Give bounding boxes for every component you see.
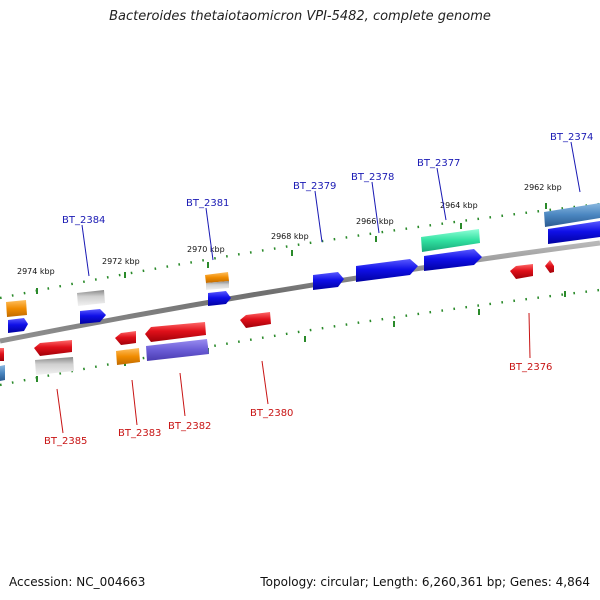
- leader-lines-red: [56, 312, 531, 434]
- gene-arrow: [548, 221, 600, 244]
- gene-label: BT_2376: [509, 362, 552, 373]
- leader-lines: [81, 141, 581, 277]
- gene-arrow: [34, 340, 72, 356]
- gene-arrow: [8, 318, 28, 333]
- inner-scale-track: [0, 288, 600, 387]
- gene-label: BT_2374: [550, 132, 593, 143]
- gene-arrow: [356, 259, 418, 282]
- gene-arrow: [80, 309, 106, 324]
- genome-backbone: [0, 240, 600, 344]
- gene-arrow: [208, 291, 231, 306]
- gene-box: [0, 365, 5, 381]
- gene-labels-reverse: BT_2385 BT_2383 BT_2382 BT_2380 BT_2376: [44, 362, 552, 447]
- gene-arrow: [545, 260, 554, 273]
- gene-box: [116, 348, 140, 365]
- kbp-label: 2964 kbp: [440, 201, 478, 210]
- kbp-label: 2968 kbp: [271, 232, 309, 241]
- gene-arrow: [240, 312, 271, 328]
- outer-scale-track: [0, 202, 600, 300]
- gene-box: [544, 203, 600, 227]
- reverse-strand-genes: [0, 260, 554, 381]
- kbp-label: 2962 kbp: [524, 183, 562, 192]
- gene-box: [77, 290, 105, 306]
- genome-summary-text: Topology: circular; Length: 6,260,361 bp…: [260, 575, 590, 589]
- gene-label: BT_2382: [168, 421, 211, 432]
- gene-box: [35, 357, 74, 375]
- forward-strand-genes: [6, 203, 600, 333]
- kbp-label: 2970 kbp: [187, 245, 225, 254]
- gene-arrow: [313, 272, 344, 290]
- gene-label: BT_2383: [118, 428, 161, 439]
- gene-box: [206, 281, 229, 290]
- gene-box: [421, 229, 480, 252]
- gene-label: BT_2385: [44, 436, 87, 447]
- gene-arrow: [145, 322, 206, 342]
- gene-arrow: [115, 331, 136, 345]
- inner-major-ticks: [36, 291, 566, 382]
- kbp-label: 2974 kbp: [17, 267, 55, 276]
- gene-box: [205, 272, 229, 283]
- gene-labels-forward: BT_2384 BT_2381 BT_2379 BT_2378 BT_2377 …: [62, 132, 593, 226]
- kbp-label: 2972 kbp: [102, 257, 140, 266]
- genome-title: Bacteroides thetaiotaomicron VPI-5482, c…: [109, 9, 491, 24]
- gene-label: BT_2380: [250, 408, 293, 419]
- accession-text: Accession: NC_004663: [9, 575, 146, 589]
- gene-label: BT_2379: [293, 181, 336, 192]
- kbp-label: 2966 kbp: [356, 217, 394, 226]
- gene-label: BT_2384: [62, 215, 105, 226]
- gene-arrow: [510, 264, 533, 279]
- gene-label: BT_2378: [351, 172, 394, 183]
- kbp-scale-labels: 2974 kbp 2972 kbp 2970 kbp 2968 kbp 2966…: [17, 183, 562, 276]
- gene-arrow: [0, 348, 4, 361]
- gene-arrow: [424, 249, 482, 271]
- gene-box: [146, 339, 209, 361]
- gene-label: BT_2377: [417, 158, 460, 169]
- gene-box: [6, 300, 27, 317]
- outer-major-ticks: [36, 203, 547, 294]
- gene-label: BT_2381: [186, 198, 229, 209]
